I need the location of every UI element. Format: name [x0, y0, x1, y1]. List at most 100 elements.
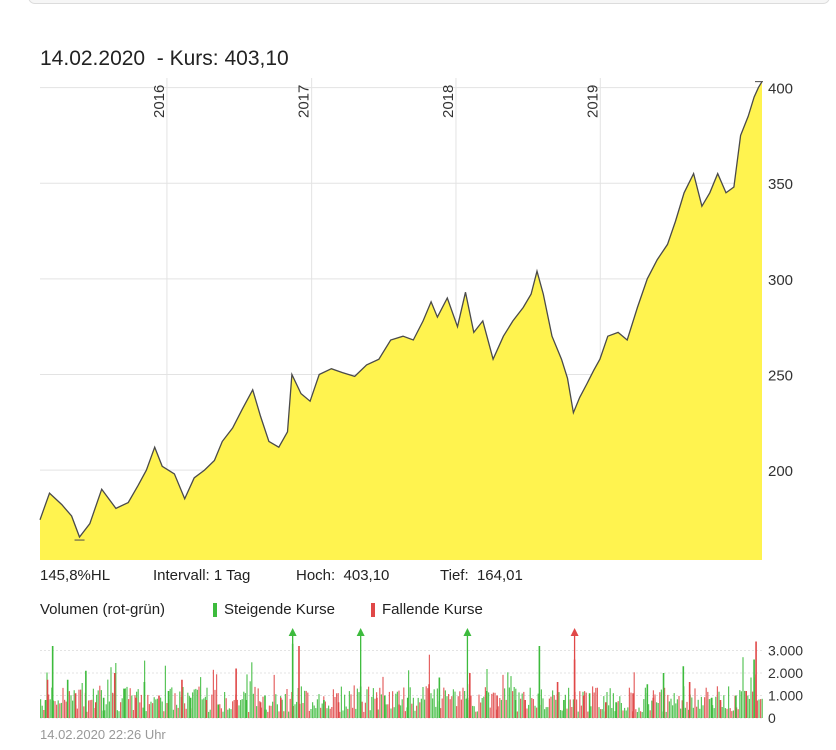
volume-bar-noise [59, 703, 61, 718]
volume-bar-noise [216, 674, 218, 718]
volume-bar [710, 697, 713, 718]
volume-bar-noise [254, 686, 256, 718]
volume-bar-noise [115, 663, 117, 718]
volume-bar-noise [83, 706, 85, 718]
volume-bar-noise [81, 683, 83, 718]
volume-bar-noise [542, 698, 544, 718]
volume-bar-noise [422, 687, 424, 718]
volume-bar-noise [585, 692, 587, 718]
volume-bar-noise [184, 703, 186, 718]
volume-bar-noise [432, 698, 434, 718]
volume-bar-noise [531, 698, 533, 718]
volume-bar-noise [643, 699, 645, 718]
volume-bar-noise [540, 689, 542, 718]
volume-bar-noise [211, 694, 213, 718]
y-tick-label: 400 [768, 81, 793, 98]
timestamp: 14.02.2020 22:26 Uhr [40, 727, 166, 742]
x-tick-label: 2019 [584, 85, 601, 118]
falling-swatch [371, 603, 375, 617]
volume-bar-noise [241, 699, 243, 718]
volume-bar [383, 695, 386, 718]
volume-bar-noise [134, 695, 136, 718]
volume-bar-noise [289, 698, 291, 718]
volume-bar-noise [369, 710, 371, 718]
volume-bar [605, 702, 607, 718]
volume-bar-noise [320, 707, 322, 718]
volume-bar-noise [188, 696, 190, 718]
volume-bar-noise [523, 691, 525, 718]
volume-bar-noise [161, 701, 163, 718]
volume-bar-noise [470, 695, 472, 718]
volume-bar-noise [592, 686, 594, 718]
volume-bar-noise [313, 705, 315, 718]
volume-bar-noise [86, 711, 88, 718]
volume-bar-noise [553, 695, 555, 718]
volume-bar [753, 659, 755, 718]
volume-bar [217, 704, 220, 718]
volume-bar-noise [240, 700, 242, 718]
volume-bar-noise [403, 687, 405, 718]
volume-bar-noise [41, 705, 43, 718]
volume-bar-noise [164, 665, 166, 718]
volume-bar [376, 697, 378, 718]
volume-bar-noise [73, 690, 75, 718]
volume-bar-noise [68, 691, 70, 718]
volume-bar-noise [521, 693, 523, 718]
volume-bar-noise [348, 691, 350, 718]
volume-bar-noise [572, 699, 574, 718]
volume-bar-noise [132, 710, 134, 718]
volume-bar-noise [128, 699, 130, 718]
volume-bar-noise [545, 707, 547, 718]
volume-bar-noise [100, 690, 102, 718]
interval-stat[interactable]: Intervall: 1 Tag [153, 567, 251, 584]
volume-bar-noise [40, 699, 42, 718]
volume-bar-noise [721, 707, 723, 718]
volume-bar [235, 668, 237, 718]
volume-bar-noise [417, 697, 419, 718]
volume-bar [94, 702, 97, 718]
volume-bar-noise [104, 710, 106, 718]
y-tick-label: 300 [768, 272, 793, 289]
volume-bar-noise [680, 708, 682, 718]
volume-bar-noise [708, 699, 710, 718]
volume-bar-noise [54, 701, 56, 718]
volume-bar [113, 673, 116, 718]
volume-bar-noise [204, 696, 206, 718]
volume-bar-noise [675, 703, 677, 718]
header-date: 14.02.2020 [40, 47, 146, 70]
volume-bar-noise [558, 692, 560, 718]
volume-bar-noise [361, 701, 363, 718]
volume-bar-noise [336, 693, 338, 718]
volume-bar-noise [353, 685, 355, 718]
volume-bar-noise [286, 689, 288, 718]
volume-bar-noise [697, 699, 699, 718]
volume-bar-noise [507, 672, 509, 718]
volume-bar-noise [176, 704, 178, 718]
volume-bar-noise [308, 710, 310, 718]
volume-tick-label: 0 [768, 710, 776, 726]
volume-bar-noise [472, 705, 474, 718]
volume-bar-noise [748, 698, 750, 718]
volume-bar-noise [396, 691, 398, 718]
x-tick-label: 2018 [440, 85, 457, 118]
volume-bar-noise [201, 699, 203, 718]
volume-bar-noise [611, 708, 613, 718]
volume-bar-noise [99, 685, 101, 718]
volume-bar-noise [684, 707, 686, 718]
volume-bar-noise [686, 701, 688, 718]
volume-bar-noise [707, 691, 709, 718]
volume-bar-noise [667, 694, 669, 718]
volume-bar-noise [172, 709, 174, 718]
volume-bar-noise [448, 694, 450, 718]
volume-bar-noise [379, 687, 381, 718]
volume-bar-noise [715, 696, 717, 718]
volume-bar-noise [214, 689, 216, 718]
header-kurs: - Kurs: 403,10 [156, 47, 289, 70]
volume-bar-noise [233, 700, 235, 718]
volume-bar-noise [156, 698, 158, 718]
volume-bar [745, 691, 747, 718]
volume-bar-noise [494, 692, 496, 718]
volume-bar-noise [380, 694, 382, 718]
volume-bar-noise [420, 698, 422, 718]
